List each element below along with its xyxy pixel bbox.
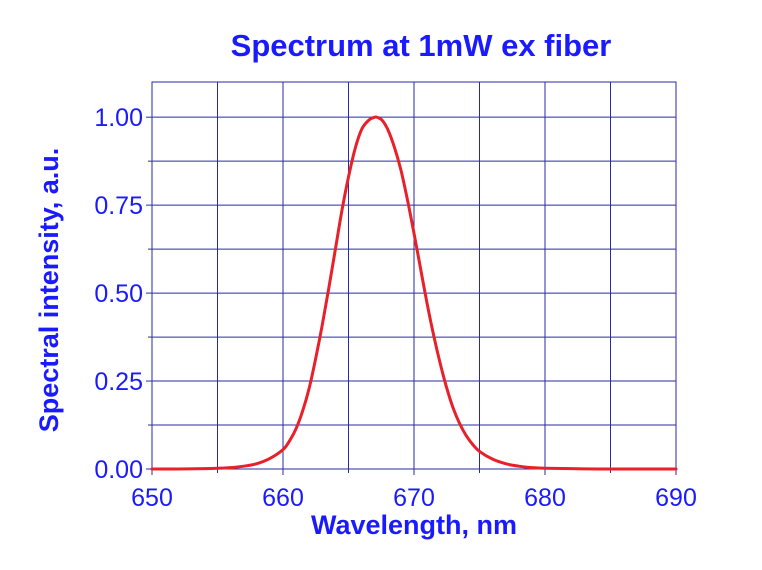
series-layer	[150, 115, 678, 471]
y-tick-label: 0.50	[94, 280, 143, 308]
y-tick-label: 0.00	[94, 456, 143, 484]
x-tick-label: 680	[524, 484, 566, 512]
x-tick-label: 670	[393, 484, 435, 512]
y-axis-label: Spectral intensity, a.u.	[34, 148, 64, 433]
chart-title: Spectrum at 1mW ex fiber	[231, 28, 612, 63]
x-tick-label: 690	[655, 484, 697, 512]
y-tick-label: 1.00	[94, 104, 143, 132]
y-tick-label: 0.25	[94, 368, 143, 396]
y-axis: 0.00 0.25 0.50 0.75 1.00	[94, 104, 152, 484]
x-tick-label: 660	[262, 484, 304, 512]
x-axis-label: Wavelength, nm	[311, 510, 517, 540]
x-tick-label: 650	[131, 484, 173, 512]
x-axis: 650 660 670 680 690	[131, 469, 697, 512]
plot-grid	[152, 82, 676, 469]
y-tick-label: 0.75	[94, 192, 143, 220]
spectrum-series-line	[150, 115, 678, 471]
